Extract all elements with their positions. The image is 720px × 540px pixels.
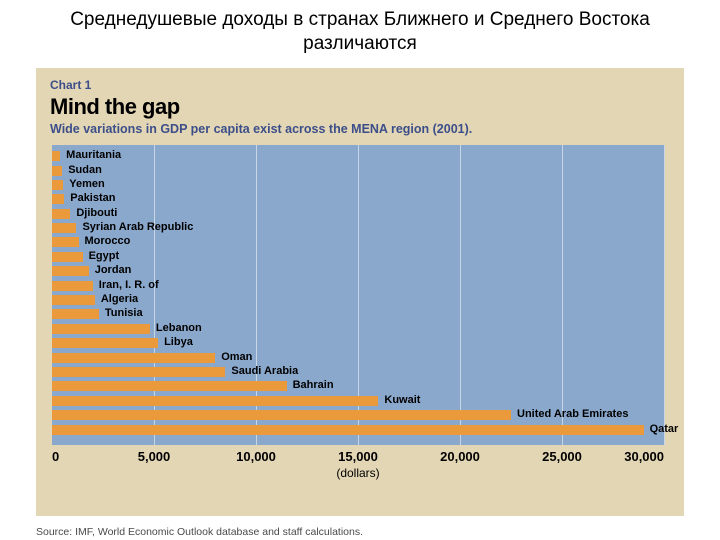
chart-number-label: Chart 1 [50,78,670,92]
bar [52,166,62,176]
bar-row: Djibouti [52,207,664,221]
bar [52,410,511,420]
bar-row: Iran, I. R. of [52,279,664,293]
bar [52,252,83,262]
bar [52,425,644,435]
x-tick: 15,000 [338,449,378,464]
bar-label: Sudan [68,164,102,178]
bar-row: Sudan [52,164,664,178]
bar-label: Lebanon [156,322,202,336]
chart-source: Source: IMF, World Economic Outlook data… [36,526,720,538]
bar-label: Bahrain [293,379,334,393]
bar-label: Morocco [85,235,131,249]
bar-row: Libya [52,336,664,350]
bar-row: Kuwait [52,394,664,408]
chart-bars: MauritaniaSudanYemenPakistanDjiboutiSyri… [52,149,664,437]
bar-row: Egypt [52,250,664,264]
chart-plot-area: MauritaniaSudanYemenPakistanDjiboutiSyri… [52,145,664,445]
chart-panel: Chart 1 Mind the gap Wide variations in … [36,68,684,516]
bar-label: Saudi Arabia [231,365,298,379]
x-tick: 20,000 [440,449,480,464]
bar-label: Algeria [101,293,138,307]
bar-label: Mauritania [66,149,121,163]
bar-row: Bahrain [52,379,664,393]
bar [52,266,89,276]
chart-subtitle: Wide variations in GDP per capita exist … [50,122,670,138]
bar [52,367,225,377]
bar-row: United Arab Emirates [52,408,664,422]
bar-row: Syrian Arab Republic [52,221,664,235]
bar-label: Jordan [95,264,132,278]
bar [52,396,378,406]
bar-label: Oman [221,351,252,365]
bar-label: United Arab Emirates [517,408,628,422]
bar-label: Yemen [69,178,104,192]
bar [52,223,76,233]
x-tick: 25,000 [542,449,582,464]
bar-label: Tunisia [105,307,143,321]
bar-label: Pakistan [70,192,115,206]
bar-label: Libya [164,336,193,350]
bar-row: Yemen [52,178,664,192]
x-tick: 10,000 [236,449,276,464]
bar-row: Saudi Arabia [52,365,664,379]
bar [52,237,79,247]
bar-row: Pakistan [52,192,664,206]
bar-row: Jordan [52,264,664,278]
bar-row: Qatar [52,423,664,437]
bar-label: Kuwait [384,394,420,408]
bar [52,353,215,363]
x-tick: 5,000 [138,449,171,464]
x-tick: 30,000 [624,449,664,464]
bar-row: Lebanon [52,322,664,336]
bar [52,151,60,161]
bar-label: Djibouti [76,207,117,221]
bar-label: Syrian Arab Republic [82,221,193,235]
chart-x-axis: (dollars) 0 5,000 10,000 15,000 20,000 25,000… [52,449,664,483]
bar [52,209,70,219]
bar [52,338,158,348]
bar [52,309,99,319]
slide-title: Среднедушевые доходы в странах Ближнего … [0,0,720,62]
x-tick: 0 [52,449,59,464]
chart-title: Mind the gap [50,94,670,120]
chart-x-label: (dollars) [336,466,379,480]
bar-label: Qatar [650,423,679,437]
bar-row: Algeria [52,293,664,307]
bar [52,381,287,391]
bar-label: Iran, I. R. of [99,279,159,293]
bar-row: Tunisia [52,307,664,321]
bar-row: Oman [52,351,664,365]
grid-line [664,145,665,445]
bar [52,324,150,334]
bar-row: Mauritania [52,149,664,163]
bar [52,194,64,204]
bar [52,180,63,190]
bar-row: Morocco [52,235,664,249]
bar-label: Egypt [89,250,120,264]
bar [52,295,95,305]
bar [52,281,93,291]
